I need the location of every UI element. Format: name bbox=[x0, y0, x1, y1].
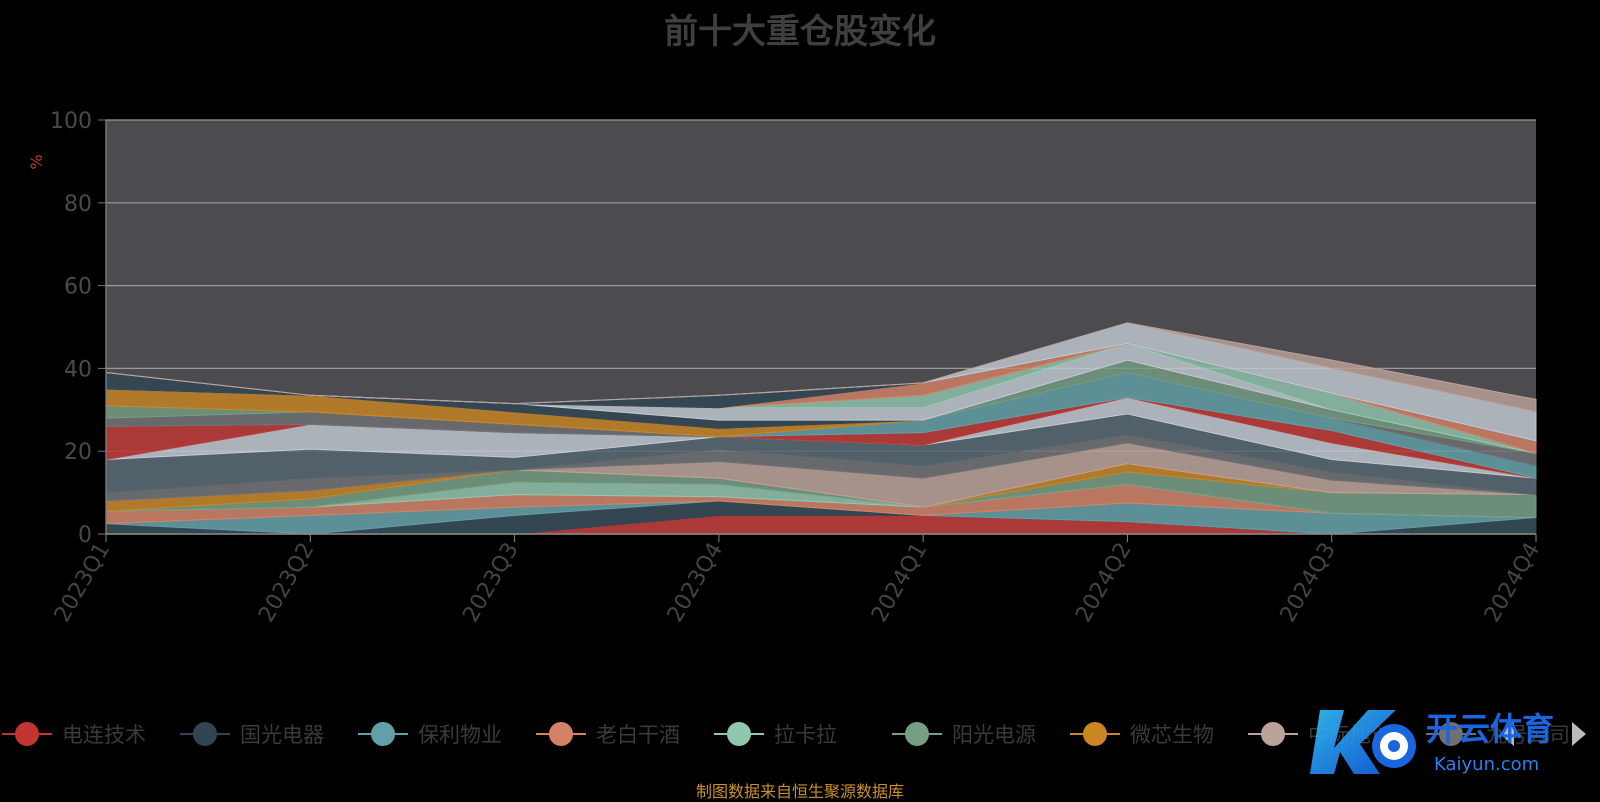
x-tick-label: 2023Q4 bbox=[663, 539, 728, 627]
legend-item[interactable]: 国光电器 bbox=[180, 716, 324, 752]
legend-label: 国光电器 bbox=[240, 723, 324, 747]
y-tick-label: 0 bbox=[78, 523, 92, 548]
chevron-left-icon[interactable] bbox=[1500, 722, 1514, 746]
chevron-right-icon[interactable] bbox=[1572, 722, 1586, 746]
chart-title: 前十大重仓股变化 bbox=[664, 12, 936, 52]
y-tick-label: 20 bbox=[64, 440, 92, 465]
y-axis-label: % bbox=[27, 154, 46, 169]
x-tick-label: 2024Q2 bbox=[1071, 539, 1136, 627]
legend-label: 老白干酒 bbox=[596, 723, 680, 747]
legend-marker bbox=[892, 722, 942, 746]
legend-label: 电连技术 bbox=[62, 723, 146, 747]
y-axis: 0 20 40 60 80 100 bbox=[50, 109, 107, 548]
legend-label: 微芯生物 bbox=[1130, 723, 1214, 747]
legend-label: 拉卡拉 bbox=[774, 723, 837, 747]
legend-marker bbox=[536, 722, 586, 746]
x-tick-label: 2024Q3 bbox=[1276, 539, 1341, 627]
x-tick-label: 2024Q1 bbox=[867, 539, 932, 627]
legend: 电连技术国光电器保利物业老白干酒拉卡拉阳光电源微芯生物中际旭创九号公司 bbox=[0, 716, 1600, 752]
legend-marker bbox=[1248, 722, 1298, 746]
legend-label: 阳光电源 bbox=[952, 723, 1036, 747]
legend-marker bbox=[180, 722, 230, 746]
watermark-brand: 开云体育 bbox=[1426, 710, 1554, 748]
legend-item[interactable]: 电连技术 bbox=[2, 716, 146, 752]
legend-marker bbox=[1070, 722, 1120, 746]
x-tick-label: 2024Q4 bbox=[1480, 539, 1545, 627]
watermark-domain: Kaiyun.com bbox=[1434, 754, 1539, 775]
y-tick-label: 80 bbox=[64, 192, 92, 217]
legend-marker bbox=[1426, 722, 1476, 746]
y-tick-label: 60 bbox=[64, 275, 92, 300]
legend-item[interactable]: 微芯生物 bbox=[1070, 716, 1214, 752]
x-tick-label: 2023Q2 bbox=[254, 539, 319, 627]
legend-label: 保利物业 bbox=[418, 723, 502, 747]
series-areas bbox=[105, 322, 1537, 535]
y-tick-label: 40 bbox=[64, 357, 92, 382]
x-axis: 2023Q1 2023Q2 2023Q3 2023Q4 2024Q1 2024Q2 2024… bbox=[50, 533, 1545, 627]
x-tick-label: 2023Q1 bbox=[50, 539, 115, 627]
legend-marker bbox=[358, 722, 408, 746]
kaiyun-watermark-logo: 开云体育 Kaiyun.com bbox=[1310, 710, 1554, 775]
legend-item[interactable]: 阳光电源 bbox=[892, 716, 1036, 752]
legend-marker bbox=[714, 722, 764, 746]
legend-item[interactable]: 保利物业 bbox=[358, 716, 502, 752]
series-area-22 bbox=[105, 322, 1537, 413]
legend-marker bbox=[2, 722, 52, 746]
data-source-note: 制图数据来自恒生聚源数据库 bbox=[695, 782, 904, 801]
x-tick-label: 2023Q3 bbox=[458, 539, 523, 627]
legend-item[interactable]: 老白干酒 bbox=[536, 716, 680, 752]
y-tick-label: 100 bbox=[50, 109, 92, 134]
legend-item[interactable]: 拉卡拉 bbox=[714, 716, 837, 752]
